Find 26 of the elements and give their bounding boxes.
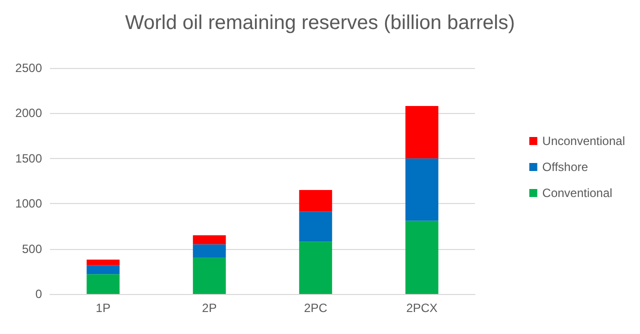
legend-label: Conventional	[542, 186, 612, 200]
bar	[192, 235, 226, 244]
x-tick-label: 2P	[202, 301, 217, 315]
bar	[192, 258, 226, 294]
bar	[405, 106, 438, 158]
y-tick-label: 1500	[15, 151, 42, 166]
bar	[405, 220, 438, 294]
chart-title: World oil remaining reserves (billion barrels)	[125, 12, 515, 34]
y-tick-label: 0	[35, 287, 42, 301]
bar	[192, 244, 226, 258]
legend-label: Unconventional	[542, 134, 626, 148]
bar	[299, 212, 332, 242]
bar	[299, 242, 332, 294]
y-tick-label: 2500	[15, 61, 42, 75]
bar	[86, 265, 120, 274]
bar	[86, 274, 120, 294]
x-tick-label: 2PC	[304, 301, 328, 315]
y-tick-label: 2000	[15, 106, 42, 120]
y-tick-label: 500	[22, 242, 42, 256]
bar	[299, 190, 332, 212]
legend-label: Offshore	[542, 160, 588, 174]
x-tick-label: 2PCX	[406, 301, 438, 315]
bar	[405, 158, 438, 221]
bar	[86, 260, 120, 266]
x-tick-label: 1P	[96, 301, 110, 315]
y-tick-label: 1000	[15, 196, 42, 211]
